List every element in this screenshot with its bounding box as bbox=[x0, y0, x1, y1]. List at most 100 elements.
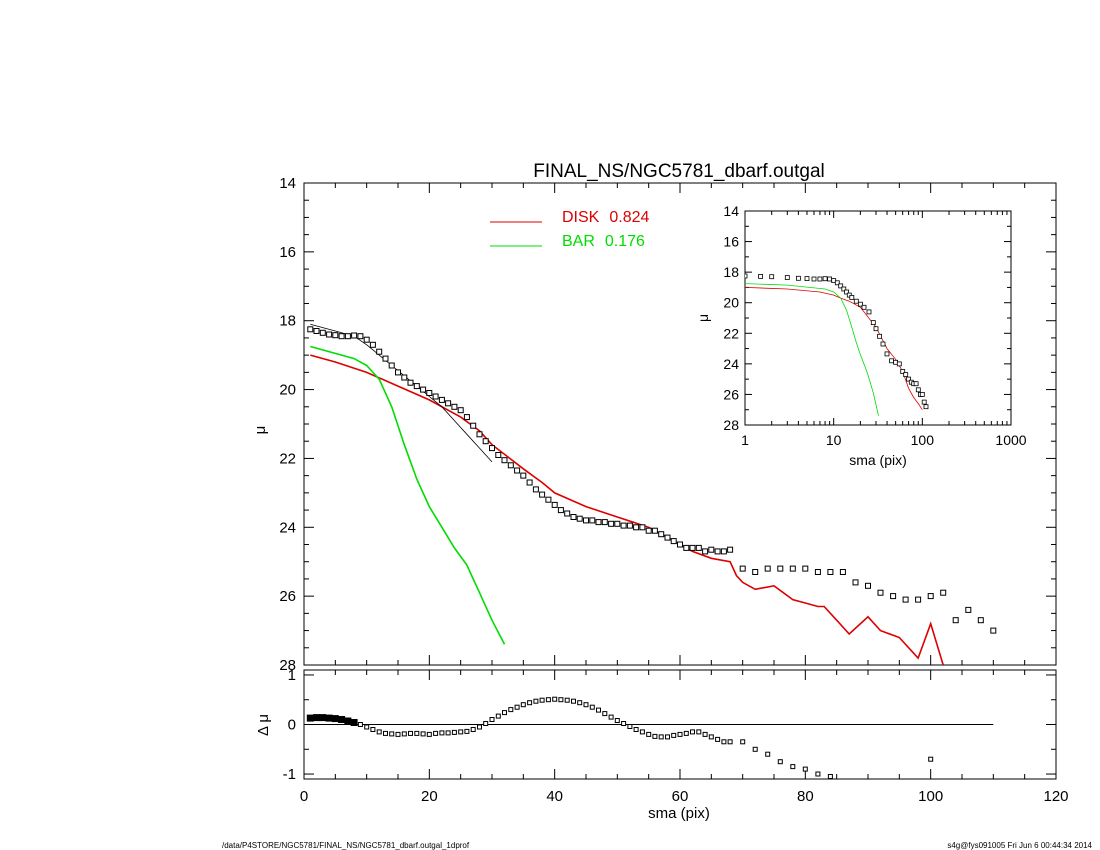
data-point bbox=[645, 527, 652, 534]
residual-point bbox=[414, 730, 420, 736]
inset-disk-line bbox=[745, 287, 923, 410]
x-tick-label: 20 bbox=[421, 788, 438, 805]
data-point bbox=[683, 544, 690, 551]
data-point bbox=[633, 524, 640, 531]
residual-point bbox=[464, 728, 470, 734]
data-point bbox=[570, 514, 577, 520]
residual-point bbox=[451, 729, 457, 735]
residual-point bbox=[489, 717, 495, 722]
data-point bbox=[407, 379, 414, 386]
inset-data-point bbox=[884, 351, 890, 357]
inset-data-point bbox=[923, 404, 929, 410]
inset-y-tick-label: 16 bbox=[723, 234, 739, 250]
inset-data-point bbox=[745, 273, 748, 279]
inset-series bbox=[745, 273, 929, 416]
residual-point bbox=[765, 751, 771, 757]
data-point bbox=[620, 522, 627, 529]
data-point bbox=[451, 403, 458, 410]
residual-point bbox=[364, 724, 370, 730]
data-point bbox=[313, 328, 320, 334]
y-tick-label: 20 bbox=[279, 382, 296, 399]
data-point bbox=[539, 491, 546, 498]
inset-data-point bbox=[880, 341, 886, 347]
inset-x-tick-label: 10 bbox=[826, 432, 842, 448]
data-point bbox=[551, 501, 558, 508]
data-point bbox=[514, 467, 521, 474]
data-point bbox=[839, 569, 846, 575]
inset-y-tick-label: 14 bbox=[723, 203, 739, 219]
residual-point bbox=[715, 736, 721, 742]
data-point bbox=[940, 589, 947, 596]
data-point bbox=[708, 546, 715, 553]
inset-data-point bbox=[900, 369, 906, 374]
main-ticks bbox=[303, 182, 1057, 666]
inset-x-tick-label: 100 bbox=[911, 432, 935, 448]
main-y-axis-label: μ bbox=[252, 426, 269, 435]
residual-point bbox=[665, 734, 670, 740]
data-point bbox=[977, 617, 984, 624]
data-point bbox=[952, 617, 959, 624]
data-point bbox=[608, 520, 615, 527]
main-series bbox=[307, 323, 997, 665]
residual-point bbox=[639, 729, 645, 735]
residual-point bbox=[614, 718, 620, 723]
data-point bbox=[890, 593, 897, 600]
residual-point bbox=[696, 729, 702, 735]
footer-timestamp: s4g@fys091005 Fri Jun 6 00:44:34 2014 bbox=[947, 841, 1092, 850]
y-tick-label: 14 bbox=[279, 175, 296, 192]
data-point bbox=[470, 422, 477, 429]
data-point bbox=[877, 589, 884, 596]
residual-point bbox=[583, 702, 589, 708]
data-point bbox=[614, 520, 621, 527]
data-point bbox=[557, 507, 564, 514]
data-point bbox=[789, 565, 796, 572]
legend-bar-value: 0.176 bbox=[605, 233, 645, 250]
data-point bbox=[965, 606, 972, 613]
inset-data-point bbox=[853, 298, 859, 304]
residual-point bbox=[520, 702, 526, 708]
residual-point bbox=[621, 721, 627, 726]
data-point bbox=[438, 396, 445, 403]
data-point bbox=[865, 582, 871, 589]
data-point bbox=[526, 479, 533, 486]
data-point bbox=[990, 627, 997, 634]
residual-ticks bbox=[303, 670, 1057, 779]
x-tick-label: 0 bbox=[300, 788, 308, 805]
data-point bbox=[532, 486, 539, 493]
x-tick-label: 100 bbox=[918, 788, 943, 805]
residual-point bbox=[827, 774, 833, 779]
data-point bbox=[476, 431, 483, 438]
residual-point bbox=[589, 704, 595, 710]
inset-data-point bbox=[896, 361, 902, 367]
inset-data-point bbox=[838, 283, 844, 289]
residual-point bbox=[608, 714, 614, 720]
inset-data-point bbox=[796, 275, 801, 281]
residual-point bbox=[752, 746, 758, 752]
inset-data-point bbox=[804, 276, 810, 282]
inset-data-point bbox=[834, 280, 840, 286]
residual-point bbox=[683, 730, 689, 736]
data-point bbox=[332, 332, 339, 339]
data-point bbox=[576, 515, 583, 522]
residual-point bbox=[313, 714, 320, 722]
data-point bbox=[595, 519, 602, 526]
residual-point bbox=[325, 714, 333, 722]
residual-y-tick-labels: -1 0 1 bbox=[283, 667, 296, 783]
residual-point bbox=[477, 724, 482, 730]
data-point bbox=[307, 326, 314, 333]
data-point bbox=[658, 531, 665, 538]
residual-point bbox=[502, 710, 507, 716]
inset-x-axis-label: sma (pix) bbox=[849, 452, 907, 468]
residual-point bbox=[319, 714, 327, 722]
data-point bbox=[520, 472, 527, 479]
y-tick-label: 22 bbox=[279, 450, 296, 467]
data-point bbox=[489, 445, 495, 452]
inset-data-point bbox=[811, 276, 817, 282]
residual-point bbox=[426, 731, 432, 737]
chart-title: FINAL_NS/NGC5781_dbarf.outgal bbox=[533, 161, 825, 182]
data-point bbox=[601, 519, 608, 526]
data-point bbox=[639, 524, 646, 531]
legend: DISK 0.824 BAR 0.176 bbox=[490, 209, 649, 250]
inset-data-point bbox=[906, 376, 911, 382]
data-point bbox=[351, 332, 358, 339]
